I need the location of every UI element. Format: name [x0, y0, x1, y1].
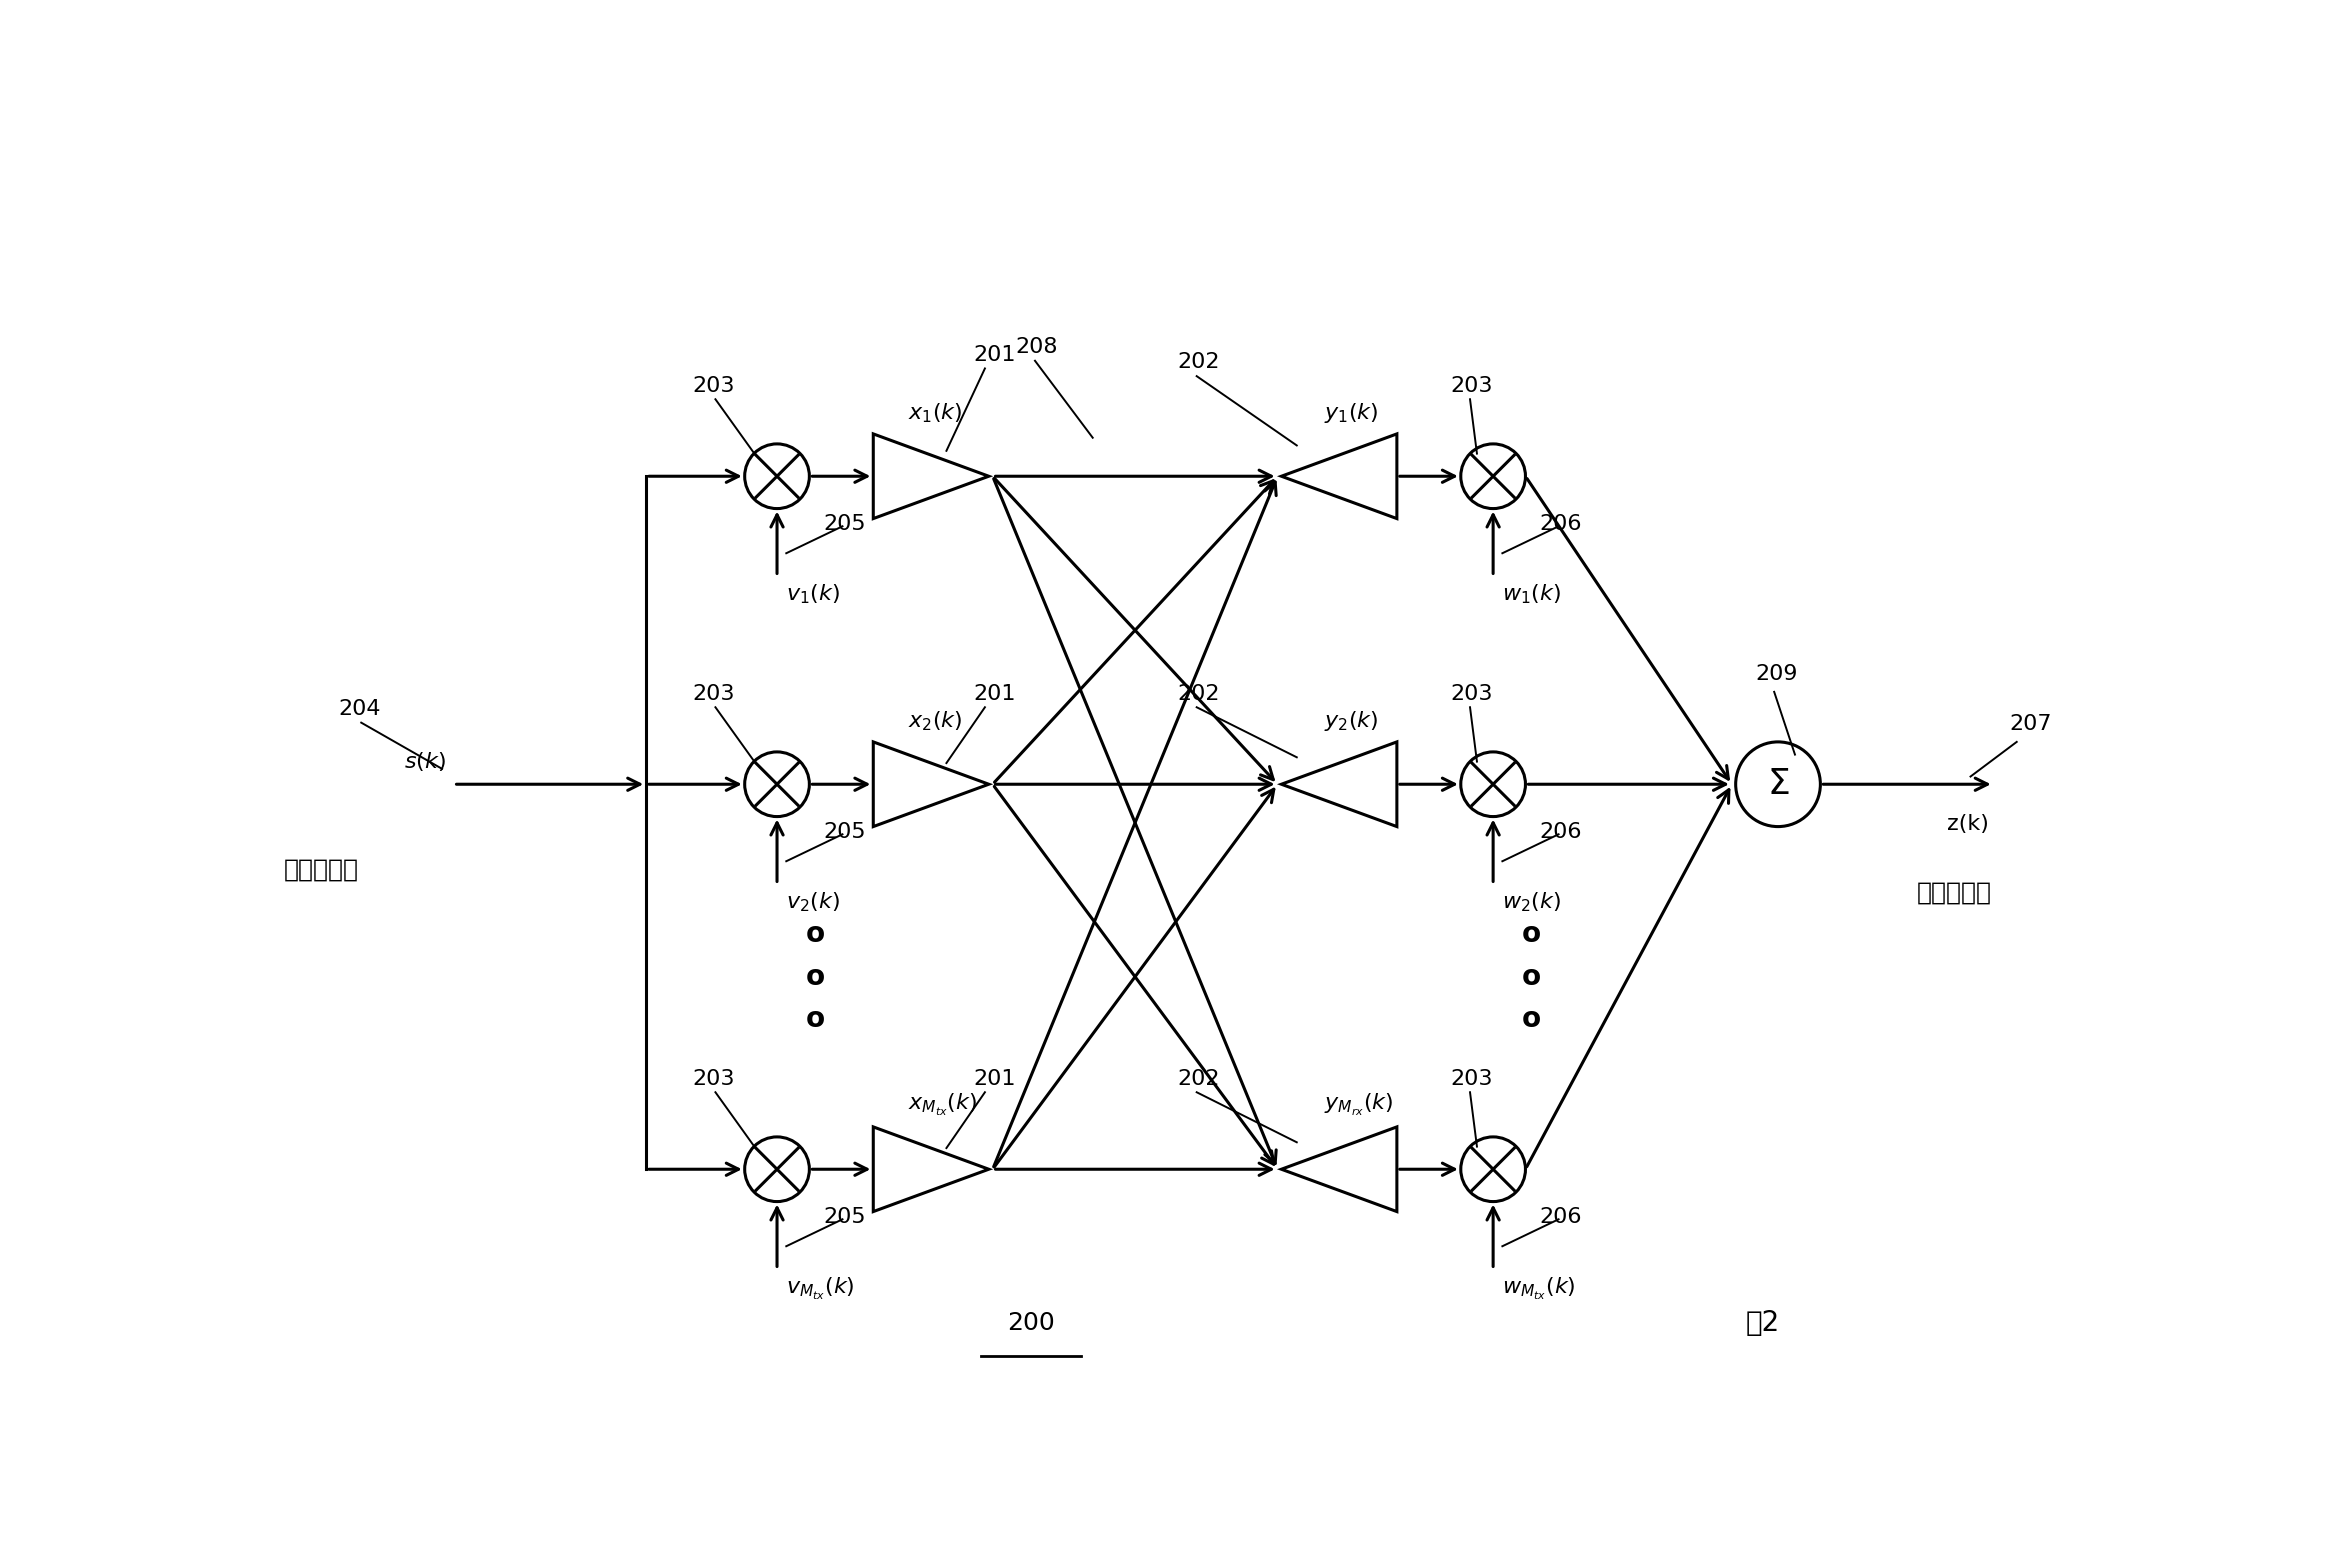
Text: $y_1(k)$: $y_1(k)$ [1323, 400, 1377, 425]
Text: $v_2(k)$: $v_2(k)$ [787, 890, 841, 913]
Text: o: o [806, 921, 825, 949]
Text: 205: 205 [822, 822, 865, 842]
Text: $x_{M_{tx}}(k)$: $x_{M_{tx}}(k)$ [907, 1091, 978, 1117]
Text: o: o [806, 963, 825, 991]
Text: $y_{M_{rx}}(k)$: $y_{M_{rx}}(k)$ [1323, 1091, 1394, 1117]
Text: 203: 203 [1450, 1069, 1492, 1089]
Text: 205: 205 [822, 513, 865, 534]
Text: o: o [1523, 1005, 1542, 1033]
Text: 203: 203 [693, 375, 736, 395]
Text: $x_2(k)$: $x_2(k)$ [907, 710, 964, 733]
Text: $v_{M_{tx}}(k)$: $v_{M_{tx}}(k)$ [787, 1276, 855, 1302]
Text: $x_1(k)$: $x_1(k)$ [907, 401, 964, 425]
Text: 输出码元流: 输出码元流 [1918, 881, 1993, 904]
Text: 203: 203 [693, 1069, 736, 1089]
Text: z(k): z(k) [1948, 814, 1990, 834]
Text: o: o [1523, 921, 1542, 949]
Text: 202: 202 [1177, 353, 1220, 372]
Text: 206: 206 [1539, 513, 1582, 534]
Text: 208: 208 [1015, 338, 1058, 356]
Text: 202: 202 [1177, 683, 1220, 703]
Text: $w_{M_{tx}}(k)$: $w_{M_{tx}}(k)$ [1502, 1276, 1577, 1302]
Text: 207: 207 [2009, 714, 2052, 734]
Text: 200: 200 [1008, 1312, 1055, 1335]
Text: 204: 204 [338, 699, 381, 719]
Text: $v_1(k)$: $v_1(k)$ [787, 582, 841, 607]
Text: 206: 206 [1539, 822, 1582, 842]
Text: 201: 201 [973, 345, 1015, 364]
Text: $\Sigma$: $\Sigma$ [1767, 767, 1788, 801]
Text: 202: 202 [1177, 1069, 1220, 1089]
Text: 图2: 图2 [1746, 1309, 1779, 1337]
Text: o: o [1523, 963, 1542, 991]
Text: 201: 201 [973, 1069, 1015, 1089]
Text: 203: 203 [1450, 375, 1492, 395]
Text: 203: 203 [1450, 683, 1492, 703]
Text: 205: 205 [822, 1207, 865, 1228]
Text: $w_2(k)$: $w_2(k)$ [1502, 890, 1560, 913]
Text: 输入码元流: 输入码元流 [284, 857, 360, 882]
Text: 201: 201 [973, 683, 1015, 703]
Text: 209: 209 [1755, 664, 1798, 685]
Text: 206: 206 [1539, 1207, 1582, 1228]
Text: $w_1(k)$: $w_1(k)$ [1502, 582, 1560, 607]
Text: $y_2(k)$: $y_2(k)$ [1323, 708, 1377, 733]
Text: o: o [806, 1005, 825, 1033]
Text: 203: 203 [693, 683, 736, 703]
Text: $s(k)$: $s(k)$ [404, 750, 446, 773]
